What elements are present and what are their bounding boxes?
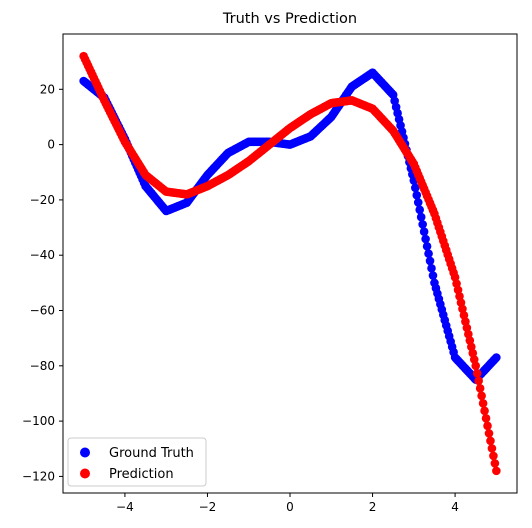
ground-truth-point [419,227,429,237]
legend-marker-prediction [80,468,90,479]
ground-truth-point [418,220,427,229]
prediction-point [471,361,481,371]
ground-truth-point [422,242,432,251]
y-tick-label: −20 [30,193,55,207]
x-tick-label: −2 [199,500,217,514]
ground-truth-point [412,190,422,200]
prediction-point [478,399,488,408]
ground-truth-point [415,205,425,215]
prediction-point [475,384,485,393]
x-tick-label: 4 [451,500,459,514]
prediction-point [486,436,495,446]
legend: Ground Truth Prediction [67,437,207,487]
prediction-point [483,421,492,431]
ground-truth-point [424,249,433,258]
legend-label-ground-truth: Ground Truth [109,446,194,461]
data-points [79,51,501,476]
y-tick-label: −120 [22,469,55,483]
ground-truth-point [421,234,430,244]
x-axis: −4 −2 0 2 4 [116,493,459,514]
prediction-point [481,414,491,423]
legend-box [67,437,207,487]
prediction-point [492,466,501,476]
ground-truth-point [413,198,423,207]
ground-truth-point [425,256,435,266]
prediction-point [472,369,482,378]
y-axis: 20 0 −20 −40 −60 −80 −100 −120 [22,82,63,483]
x-tick-label: −4 [116,500,134,514]
x-tick-label: 2 [369,500,377,514]
prediction-point [484,429,494,438]
prediction-point [490,459,500,468]
prediction-point [477,391,486,401]
chart-title: Truth vs Prediction [222,11,357,27]
y-tick-label: −60 [30,304,55,318]
legend-label-prediction: Prediction [109,467,174,482]
y-tick-label: −100 [22,414,55,428]
legend-marker-ground-truth [80,447,90,458]
prediction-point [489,451,498,461]
prediction-point [480,406,489,416]
x-tick-label: 0 [286,500,294,514]
ground-truth-point [416,212,426,222]
ground-truth-point [427,263,436,273]
y-tick-label: −40 [30,248,55,262]
ground-truth-point [428,271,438,280]
prediction-point [487,444,497,453]
ground-truth-point [410,183,420,193]
y-tick-label: −80 [30,359,55,373]
y-tick-label: 20 [40,82,55,96]
ground-truth-point [492,353,501,362]
prediction-point [474,376,483,386]
y-tick-label: 0 [47,138,55,152]
